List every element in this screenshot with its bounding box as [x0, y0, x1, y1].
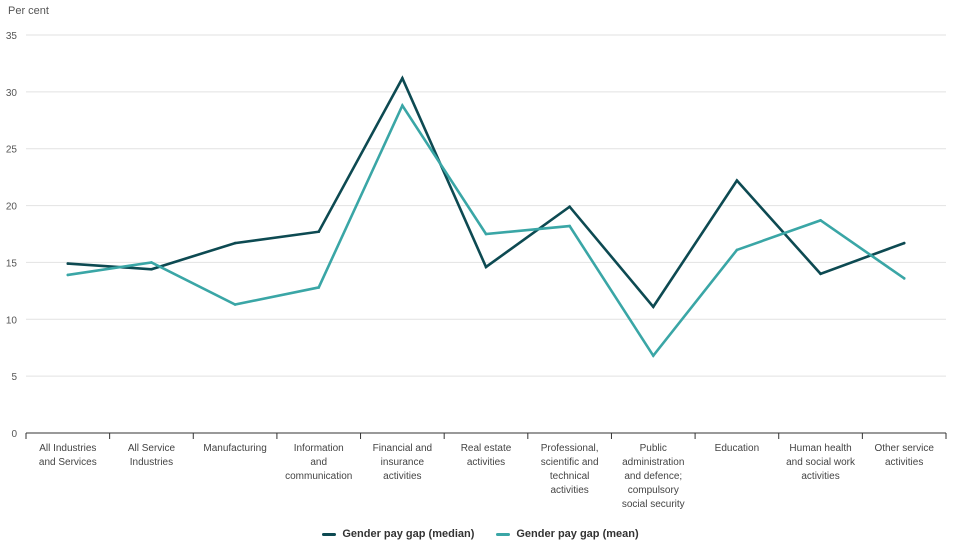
gridlines: [26, 34, 946, 377]
line-chart: Per cent 0 5 10 15 20 25 30 35 All Industries an…: [6, 5, 947, 510]
x-tick-label: Human health and social work activities: [786, 443, 856, 482]
x-tick-label: Manufacturing: [203, 443, 266, 454]
data-point: [819, 219, 822, 222]
x-tick-label: All Industries and Services: [39, 443, 97, 468]
y-tick-label: 0: [11, 429, 17, 440]
series-line-mean: [66, 102, 906, 358]
data-point: [233, 303, 237, 306]
data-point: [651, 354, 655, 357]
series-lines: [66, 75, 906, 358]
x-tick-label: Public administration and defence; compulso…: [622, 443, 685, 510]
legend-item-mean: Gender pay gap (mean): [496, 528, 639, 540]
data-point: [66, 273, 70, 277]
legend-item-median: Gender pay gap (median): [322, 528, 474, 540]
y-axis-label: Per cent: [8, 5, 49, 17]
data-point: [233, 241, 237, 245]
legend-label-mean: Gender pay gap (mean): [516, 528, 639, 540]
x-tick-label: Information and communication: [285, 443, 352, 482]
data-point: [317, 230, 321, 234]
data-point: [735, 179, 739, 182]
data-point: [150, 261, 153, 264]
y-tick-label: 30: [6, 88, 18, 99]
data-point: [902, 277, 906, 280]
x-tick-label: Financial and insurance activities: [373, 443, 432, 482]
y-tick-labels: 0 5 10 15 20 25 30 35: [6, 31, 18, 440]
data-point: [568, 224, 571, 228]
data-point: [317, 286, 321, 289]
legend-swatch-median: [322, 532, 337, 536]
data-point: [735, 248, 739, 252]
x-tick-label: Other service activities: [874, 443, 934, 468]
y-tick-label: 10: [6, 315, 18, 326]
data-point: [401, 76, 404, 80]
data-point: [401, 104, 404, 107]
data-point: [484, 232, 488, 236]
y-tick-label: 20: [6, 202, 18, 213]
data-point: [484, 265, 488, 269]
series-line-median: [66, 75, 906, 309]
y-tick-label: 25: [6, 145, 18, 156]
y-tick-label: 5: [11, 372, 17, 383]
y-tick-label: 35: [6, 31, 18, 42]
x-tick-label: Professional, scientific and technical acti…: [541, 443, 599, 496]
y-tick-label: 15: [6, 258, 18, 269]
data-point: [150, 267, 153, 271]
x-tick-label: Education: [715, 443, 759, 454]
data-point: [66, 262, 70, 265]
x-axis: All Industries and Services All Service Ind…: [25, 432, 947, 510]
data-point: [651, 305, 655, 309]
data-point: [819, 272, 822, 276]
x-tick-label: Real estate activities: [461, 443, 512, 468]
x-tick-label: All Service Industries: [128, 443, 176, 468]
data-point: [568, 205, 571, 209]
legend: Gender pay gap (median) Gender pay gap (…: [0, 528, 961, 540]
data-point: [902, 241, 906, 245]
legend-label-median: Gender pay gap (median): [342, 528, 475, 540]
legend-swatch-mean: [496, 532, 511, 536]
